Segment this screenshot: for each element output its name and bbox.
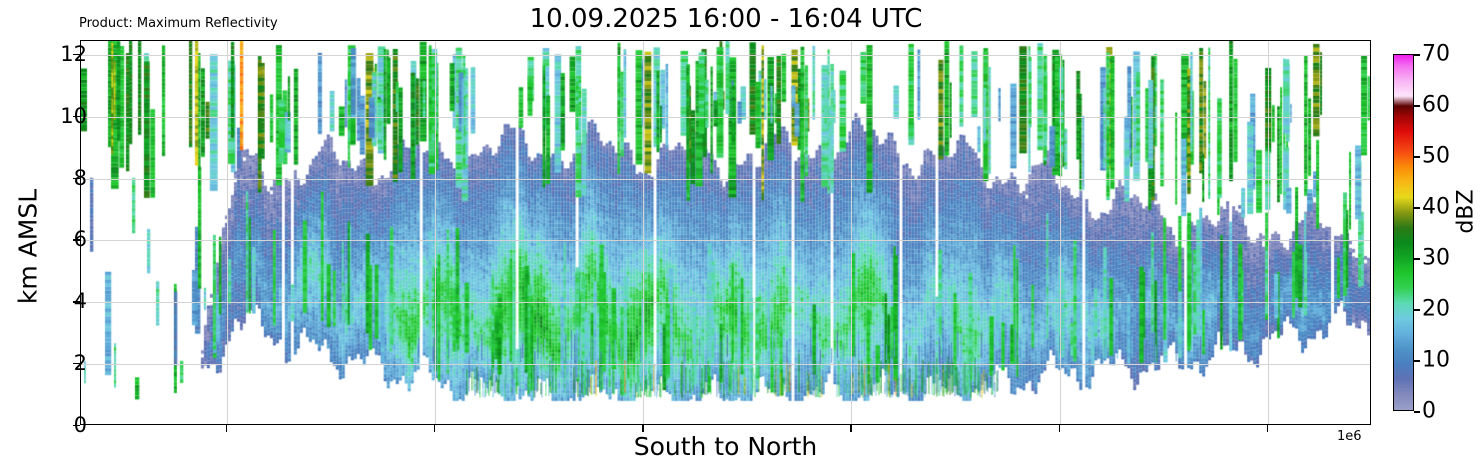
- colorbar-tick-mark: [1414, 156, 1420, 158]
- y-tick-label: 2: [73, 351, 87, 376]
- x-tick-mark: [642, 425, 644, 432]
- colorbar-tick-label: 0: [1422, 398, 1436, 424]
- colorbar-tick-label: 20: [1422, 296, 1450, 322]
- page-title: 10.09.2025 16:00 - 16:04 UTC: [529, 4, 923, 34]
- colorbar-tick-label: 30: [1422, 245, 1450, 271]
- colorbar-tick-mark: [1414, 258, 1420, 260]
- y-tick-label: 4: [73, 289, 87, 314]
- y-tick-mark: [73, 363, 80, 365]
- product-label: Product: Maximum Reflectivity: [79, 16, 278, 31]
- y-tick-label: 8: [73, 165, 87, 190]
- colorbar: [1393, 54, 1414, 411]
- colorbar-gradient: [1394, 55, 1413, 410]
- colorbar-tick-label: 40: [1422, 194, 1450, 220]
- colorbar-tick-mark: [1414, 360, 1420, 362]
- x-tick-mark: [225, 425, 228, 432]
- y-tick-label: 10: [60, 103, 87, 128]
- colorbar-tick-mark: [1414, 309, 1420, 311]
- colorbar-tick-label: 10: [1422, 347, 1450, 373]
- y-tick-mark: [73, 301, 80, 303]
- colorbar-tick-mark: [1414, 105, 1420, 107]
- y-tick-label: 0: [73, 413, 87, 437]
- y-tick-mark: [73, 425, 80, 427]
- colorbar-tick-mark: [1414, 411, 1420, 413]
- x-tick-mark: [1058, 425, 1060, 432]
- y-tick-mark: [73, 239, 80, 241]
- reflectivity-heatmap-canvas: [81, 41, 1370, 424]
- y-tick-mark: [73, 53, 80, 56]
- x-tick-mark: [850, 425, 852, 432]
- colorbar-tick-label: 70: [1422, 41, 1450, 67]
- plot-area: [80, 40, 1371, 425]
- x-axis-label: South to North: [633, 432, 818, 461]
- y-tick-label: 6: [73, 227, 87, 252]
- x-tick-mark: [433, 425, 436, 432]
- y-tick-mark: [73, 115, 80, 118]
- y-tick-mark: [73, 177, 80, 179]
- x-axis-offset-label: 1e6: [1337, 429, 1362, 444]
- y-axis-label: km AMSL: [13, 188, 43, 305]
- colorbar-tick-mark: [1414, 207, 1420, 209]
- x-tick-mark: [1266, 425, 1269, 432]
- colorbar-label-holder: dBZ: [1453, 135, 1479, 285]
- colorbar-tick-label: 60: [1422, 92, 1450, 118]
- colorbar-tick-label: 50: [1422, 143, 1450, 169]
- colorbar-label: dBZ: [1453, 189, 1479, 234]
- colorbar-tick-mark: [1414, 54, 1420, 56]
- y-tick-label: 12: [60, 41, 87, 66]
